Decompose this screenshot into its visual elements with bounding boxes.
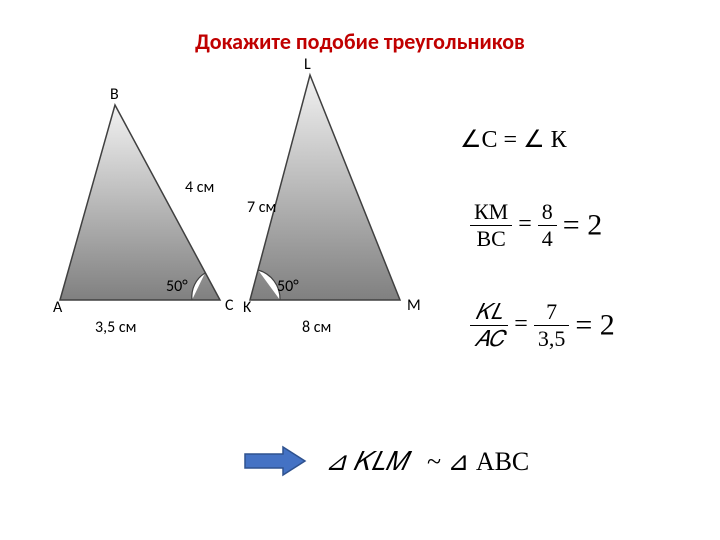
conclusion-lhs: ⊿ 𝐾𝐿𝑀 [325, 447, 407, 476]
eq-ratio2-den-r: 3,5 [534, 326, 570, 351]
eq-angles-eq: = [504, 127, 524, 153]
eq-ratio1-num-l: КМ [470, 200, 512, 226]
eq-ratio2-eq2: = [575, 309, 599, 342]
vertex-b-label: B [110, 85, 119, 104]
vertex-k-label: K [243, 298, 251, 317]
vertex-l-label: L [304, 55, 311, 74]
eq-angles: ∠С = ∠ К [460, 125, 567, 154]
eq-ratio2: 𝐾𝐿 𝐴𝐶 = 7 3,5 = 2 [470, 300, 615, 351]
eq-angles-rhs: ∠ К [523, 127, 567, 153]
side-km-label: 8 см [302, 318, 331, 337]
conclusion-rel: ~ [414, 447, 448, 476]
eq-ratio2-num-r: 7 [534, 300, 570, 326]
conclusion-arrow [245, 447, 305, 475]
eq-ratio1-result: 2 [587, 209, 602, 242]
conclusion: ⊿ 𝐾𝐿𝑀 ~ ⊿ АВС [325, 447, 529, 478]
eq-ratio2-result: 2 [600, 309, 615, 342]
eq-ratio2-num-l: 𝐾𝐿 [470, 300, 508, 326]
eq-ratio1-left-frac: КМ ВС [470, 200, 512, 251]
eq-ratio1: КМ ВС = 8 4 = 2 [470, 200, 602, 251]
eq-ratio1-num-r: 8 [538, 200, 557, 226]
eq-ratio1-den-r: 4 [538, 226, 557, 251]
vertex-a-label: A [53, 298, 62, 317]
eq-ratio1-eq2: = [563, 209, 587, 242]
eq-ratio2-right-frac: 7 3,5 [534, 300, 570, 351]
eq-ratio2-eq1: = [514, 311, 534, 337]
eq-ratio1-eq1: = [518, 211, 538, 237]
triangle-abc [60, 105, 220, 300]
vertex-c-label: C [225, 296, 234, 315]
eq-ratio1-den-l: ВС [470, 226, 512, 251]
side-ac-label: 3,5 см [95, 318, 136, 337]
triangle-klm [250, 75, 400, 300]
side-bc-label: 4 см [185, 178, 214, 197]
vertex-m-label: M [407, 296, 421, 315]
eq-ratio1-right-frac: 8 4 [538, 200, 557, 251]
eq-angles-lhs: ∠С [460, 127, 498, 153]
angle-c-label: 50° [166, 277, 188, 296]
side-kl-label: 7 см [247, 198, 276, 217]
eq-ratio2-den-l: 𝐴𝐶 [470, 326, 508, 351]
eq-ratio2-left-frac: 𝐾𝐿 𝐴𝐶 [470, 300, 508, 351]
angle-k-label: 50° [277, 277, 299, 296]
conclusion-rhs: ⊿ АВС [448, 447, 530, 476]
